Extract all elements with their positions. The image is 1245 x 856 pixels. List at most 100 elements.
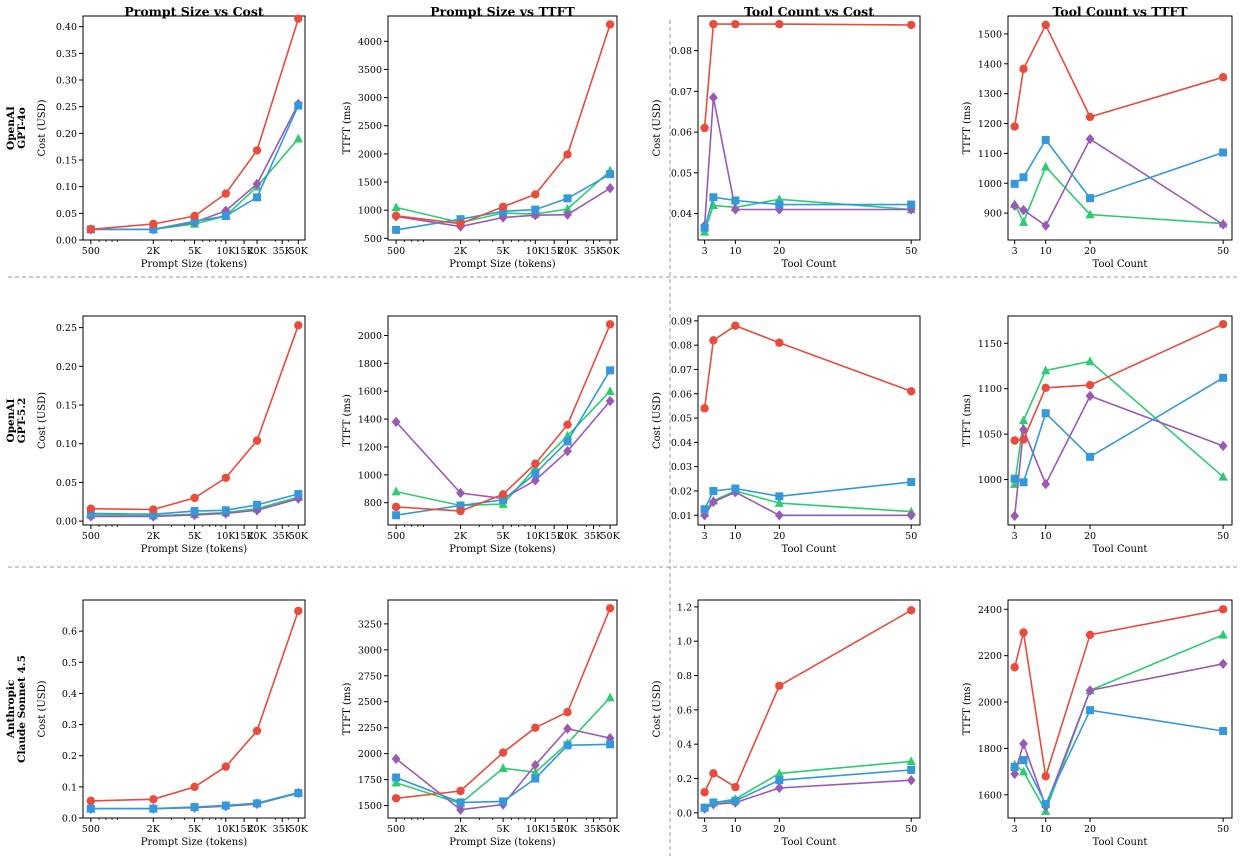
y-tick-label: 1100 (978, 149, 1002, 160)
series-line-blue (1014, 377, 1224, 484)
data-point-purple (530, 759, 540, 771)
y-tick-label: 1300 (978, 89, 1002, 100)
x-tick-label: 10 (1040, 246, 1052, 257)
data-point-blue (190, 217, 199, 226)
data-point-red (1010, 436, 1019, 445)
series-line-green (1013, 165, 1224, 225)
y-tick-label: 0.15 (56, 401, 77, 412)
y-tick-label: 1.0 (677, 637, 692, 648)
y-tick-label: 2000 (358, 749, 382, 760)
x-tick-label: 20 (773, 246, 785, 257)
data-point-red (190, 493, 199, 503)
data-point-green (1218, 471, 1228, 481)
data-point-purple (1085, 390, 1095, 402)
plot-frame (387, 599, 618, 819)
data-point-green (605, 692, 615, 702)
plot-frame (82, 15, 306, 241)
x-tick-label: 5K (188, 531, 202, 542)
y-tick-label: 1800 (358, 359, 382, 370)
y-tick-label: 2000 (978, 698, 1002, 709)
data-point-red (391, 502, 401, 512)
x-tick-label: 50K (601, 246, 621, 257)
data-point-blue (149, 804, 158, 813)
data-point-blue (456, 501, 465, 510)
y-tick-label: 0.30 (56, 76, 77, 87)
y-tick-label: 0.5 (62, 658, 77, 669)
data-point-purple (774, 782, 784, 794)
plot-frame (387, 315, 618, 526)
series-line-red (1014, 323, 1224, 442)
data-point-blue (1086, 194, 1095, 203)
data-point-red (731, 782, 740, 792)
data-point-blue (775, 200, 784, 209)
y-tick-label: 1.2 (677, 602, 692, 613)
y-tick-label: 1500 (978, 29, 1002, 40)
data-point-purple (563, 723, 572, 734)
series-line-blue (395, 369, 611, 516)
data-point-red (709, 336, 718, 345)
x-axis-label: Prompt Size (tokens) (449, 259, 556, 270)
data-point-red (190, 782, 199, 792)
y-tick-label: 3500 (358, 65, 382, 76)
series-line-blue (395, 173, 611, 231)
series-line-blue (1014, 709, 1224, 806)
x-axis-label: Tool Count (1093, 837, 1148, 848)
data-point-green (391, 777, 401, 787)
data-point-blue (731, 796, 740, 805)
data-point-red (1041, 772, 1050, 781)
chart-panel: 0.0 0.2 0.4 0.6 0.8 1.0 1.2 3 10 20 50 Tool Count Co… (652, 599, 921, 848)
data-point-red (86, 504, 96, 513)
series-line-red (90, 610, 300, 802)
data-point-red (1019, 435, 1028, 444)
y-tick-label: 0.04 (671, 209, 692, 220)
series-line-purple (395, 727, 611, 811)
y-axis-label: TTFT (ms) (342, 102, 353, 155)
data-point-blue (499, 207, 508, 216)
data-point-purple (530, 475, 540, 486)
data-point-blue (606, 170, 615, 179)
data-point-blue (907, 200, 916, 209)
y-tick-label: 0.6 (677, 705, 692, 716)
data-point-green (1041, 161, 1051, 171)
data-point-blue (1010, 179, 1019, 188)
plot-frame (697, 15, 921, 241)
chart-panel: 0.01 0.02 0.03 0.04 0.05 0.06 0.07 0.08 0.09 3 10 2… (652, 315, 921, 555)
data-point-blue (700, 803, 709, 812)
x-tick-label: 3 (1012, 246, 1018, 257)
data-point-red (907, 387, 916, 396)
y-tick-label: 1000 (358, 206, 382, 217)
x-tick-label: 5K (497, 246, 511, 257)
data-point-purple (456, 487, 465, 499)
y-tick-label: 0.08 (671, 341, 692, 352)
data-point-purple (708, 496, 718, 508)
data-point-red (1085, 112, 1095, 122)
plot-frame (82, 599, 306, 819)
data-point-red (391, 211, 401, 220)
x-tick-label: 20 (773, 824, 785, 835)
x-tick-label: 2K (454, 246, 468, 257)
data-point-red (700, 788, 709, 797)
column-title: Tool Count vs TTFT (1052, 4, 1188, 19)
x-tick-label: 15K (545, 824, 565, 835)
y-tick-label: 0.07 (671, 87, 692, 98)
y-tick-label: 2400 (978, 605, 1002, 616)
y-axis-label: TTFT (ms) (962, 394, 973, 447)
row-model: GPT-5.2 (16, 398, 28, 444)
series-line-red (1013, 608, 1224, 777)
data-point-blue (1219, 148, 1228, 157)
data-point-blue (499, 495, 508, 504)
row-label: OpenAI GPT-4o (5, 106, 28, 150)
x-tick-label: 50 (905, 246, 917, 257)
data-point-red (775, 338, 784, 347)
x-tick-label: 5K (497, 531, 511, 542)
y-tick-label: 1500 (358, 178, 382, 189)
data-point-red (563, 707, 572, 717)
x-tick-label: 50K (289, 246, 309, 257)
y-tick-label: 0.20 (56, 362, 77, 373)
x-tick-label: 50 (1217, 824, 1229, 835)
data-point-purple (1085, 685, 1095, 696)
data-point-purple (391, 416, 401, 428)
data-point-red (86, 796, 96, 806)
